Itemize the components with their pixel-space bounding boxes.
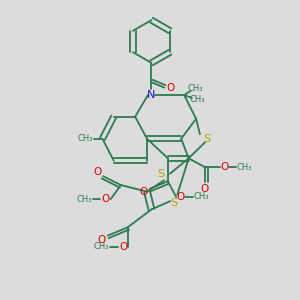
Text: CH₃: CH₃	[236, 163, 252, 172]
Text: O: O	[176, 192, 185, 202]
Text: O: O	[93, 167, 101, 177]
Text: O: O	[119, 242, 128, 252]
Text: O: O	[220, 162, 228, 172]
Text: CH₃: CH₃	[194, 193, 209, 202]
Text: CH₃: CH₃	[77, 134, 93, 143]
Text: CH₃: CH₃	[93, 242, 109, 251]
Text: S: S	[158, 169, 165, 179]
Text: O: O	[201, 184, 209, 194]
Text: CH₃: CH₃	[190, 95, 205, 104]
Text: CH₃: CH₃	[76, 194, 92, 203]
Text: CH₃: CH₃	[188, 84, 203, 93]
Text: O: O	[101, 194, 110, 204]
Text: O: O	[139, 187, 148, 197]
Text: N: N	[147, 90, 156, 100]
Text: S: S	[170, 199, 177, 208]
Text: O: O	[97, 235, 105, 245]
Text: O: O	[167, 82, 175, 93]
Text: S: S	[203, 134, 211, 144]
